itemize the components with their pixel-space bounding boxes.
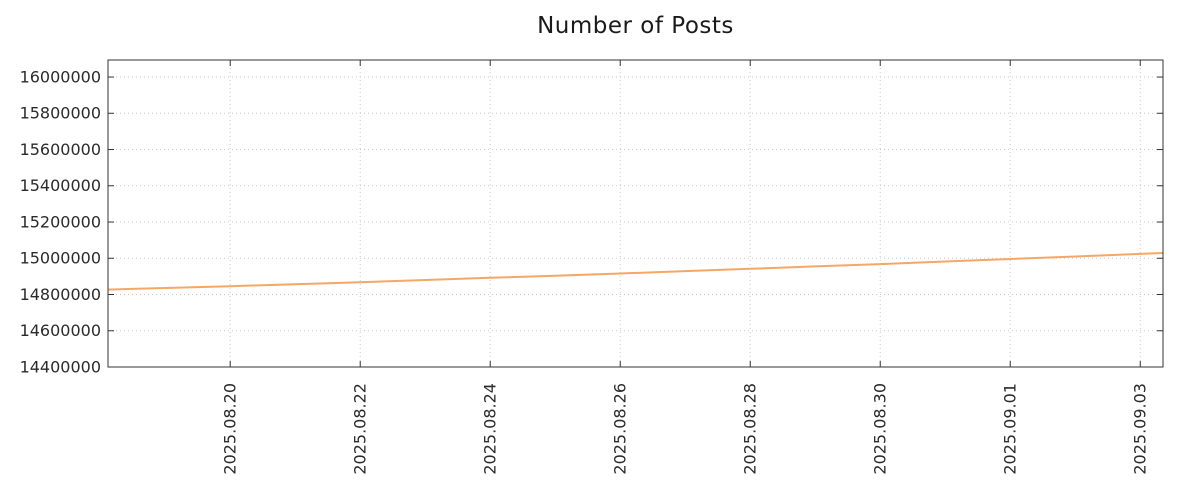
tick-marks <box>108 60 1163 368</box>
y-tick-label: 15200000 <box>20 212 101 231</box>
plot-border <box>107 59 1164 368</box>
x-axis-labels: 2025.08.20 2025.08.22 2025.08.24 2025.08.26… <box>221 383 1150 475</box>
y-tick-label: 15600000 <box>20 140 101 159</box>
y-tick-label: 15800000 <box>20 104 101 123</box>
chart-title: Number of Posts <box>537 13 734 39</box>
x-tick-label: 2025.08.26 <box>611 383 630 475</box>
x-tick-label: 2025.08.30 <box>871 383 890 475</box>
y-tick-label: 16000000 <box>20 67 101 86</box>
x-tick-label: 2025.08.24 <box>481 383 500 475</box>
y-tick-label: 14800000 <box>20 285 101 304</box>
series-line <box>108 252 1163 291</box>
x-tick-label: 2025.08.20 <box>221 383 240 475</box>
x-tick-label: 2025.08.22 <box>351 383 370 475</box>
x-tick-label: 2025.08.28 <box>741 383 760 475</box>
y-tick-label: 14400000 <box>20 357 101 376</box>
x-tick-label: 2025.09.03 <box>1131 383 1150 475</box>
grid <box>108 60 1163 368</box>
x-tick-label: 2025.09.01 <box>1001 383 1020 475</box>
y-tick-label: 15400000 <box>20 176 101 195</box>
y-tick-label: 15000000 <box>20 249 101 268</box>
y-axis-labels: 14400000 14600000 14800000 15000000 15200000… <box>20 67 101 376</box>
y-tick-label: 14600000 <box>20 321 101 340</box>
